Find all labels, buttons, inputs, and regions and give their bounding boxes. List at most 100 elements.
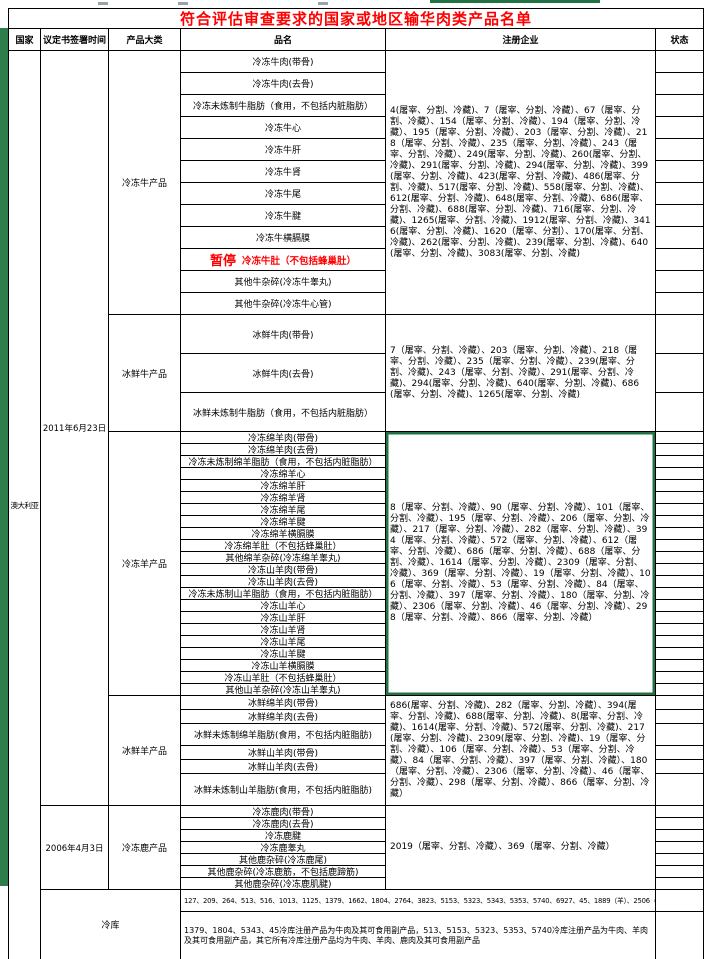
status-cell[interactable] bbox=[656, 818, 703, 830]
product-name-cell[interactable]: 冰鲜山羊肉(去骨) bbox=[181, 760, 386, 774]
product-name-cell[interactable]: 冷冻山羊肾 bbox=[181, 624, 386, 636]
product-name-cell[interactable]: 冷冻牛肾 bbox=[181, 161, 386, 183]
status-cell[interactable] bbox=[656, 576, 703, 588]
product-name-cell[interactable]: 冷冻绵羊尾 bbox=[181, 504, 386, 516]
product-name-cell[interactable]: 冰鲜绵羊肉(带骨) bbox=[181, 696, 386, 710]
status-cell[interactable] bbox=[656, 746, 703, 760]
product-name-cell[interactable]: 冷冻牛肝 bbox=[181, 139, 386, 161]
product-name-cell[interactable]: 冷冻绵羊肝 bbox=[181, 480, 386, 492]
status-cell[interactable] bbox=[656, 854, 703, 866]
storage-category-cell[interactable]: 冷库 bbox=[41, 890, 181, 959]
status-cell[interactable] bbox=[656, 830, 703, 842]
status-cell[interactable] bbox=[656, 161, 703, 183]
status-cell[interactable] bbox=[656, 564, 703, 576]
status-cell[interactable] bbox=[656, 760, 703, 774]
product-name-cell[interactable]: 冰鲜未炼制绵羊脂肪(食用，不包括内脏脂肪) bbox=[181, 724, 386, 746]
category-cell[interactable]: 冰鲜羊产品 bbox=[109, 696, 181, 806]
status-cell[interactable] bbox=[656, 588, 703, 600]
status-cell[interactable] bbox=[656, 774, 703, 806]
product-name-cell[interactable]: 冷冻山羊腱 bbox=[181, 648, 386, 660]
status-cell[interactable] bbox=[656, 866, 703, 878]
product-name-cell[interactable]: 冷冻牛心 bbox=[181, 117, 386, 139]
status-cell[interactable] bbox=[656, 890, 704, 912]
product-name-cell[interactable]: 冰鲜未炼制牛脂肪（食用，不包括内脏脂肪） bbox=[181, 393, 386, 432]
status-cell[interactable] bbox=[656, 660, 703, 672]
product-name-cell-suspended[interactable]: 暂停 冷冻牛肚（不包括蜂巢肚） bbox=[181, 249, 386, 271]
product-name-cell[interactable]: 冷冻绵羊心 bbox=[181, 468, 386, 480]
product-name-cell[interactable]: 其他牛杂碎(冷冻牛睾丸) bbox=[181, 271, 386, 293]
product-name-cell[interactable]: 冷冻山羊肉(带骨) bbox=[181, 564, 386, 576]
status-cell[interactable] bbox=[656, 806, 703, 818]
status-cell[interactable] bbox=[656, 624, 703, 636]
enterprises-cell[interactable]: 7（屠宰、分割、冷藏）、203（屠宰、分割、冷藏）、218（屠宰、分割、冷藏）、… bbox=[386, 315, 656, 432]
product-name-cell[interactable]: 冷冻山羊肚（不包括蜂巢肚） bbox=[181, 672, 386, 684]
status-cell[interactable] bbox=[656, 672, 703, 684]
product-name-cell[interactable]: 冷冻山羊肝 bbox=[181, 612, 386, 624]
enterprises-cell[interactable]: 4(屠宰、分割、冷藏)、7（屠宰、分割、冷藏）、67（屠宰、分割、冷藏）、154… bbox=[386, 51, 656, 315]
product-name-cell[interactable]: 冷冻牛横膈膜 bbox=[181, 227, 386, 249]
status-cell[interactable] bbox=[656, 95, 703, 117]
product-name-cell[interactable]: 冷冻山羊心 bbox=[181, 600, 386, 612]
status-cell[interactable] bbox=[656, 227, 703, 249]
product-name-cell[interactable]: 冷冻绵羊腱 bbox=[181, 516, 386, 528]
status-cell[interactable] bbox=[656, 842, 703, 854]
status-cell[interactable] bbox=[656, 468, 703, 480]
status-cell[interactable] bbox=[656, 271, 703, 293]
status-cell[interactable] bbox=[656, 432, 703, 444]
product-name-cell[interactable]: 冷冻牛肉(去骨) bbox=[181, 73, 386, 95]
status-cell[interactable] bbox=[656, 636, 703, 648]
status-cell[interactable] bbox=[656, 456, 703, 468]
product-name-cell[interactable]: 冰鲜牛肉(去骨) bbox=[181, 354, 386, 393]
storage-text-cell[interactable]: 127、209、264、513、516、1013、1125、1379、1662、… bbox=[181, 890, 656, 912]
category-cell[interactable]: 冷冻鹿产品 bbox=[109, 806, 181, 890]
product-name-cell[interactable]: 冷冻山羊横膈膜 bbox=[181, 660, 386, 672]
product-name-cell[interactable]: 冷冻鹿肉(去骨) bbox=[181, 818, 386, 830]
status-cell[interactable] bbox=[656, 684, 703, 696]
category-cell[interactable]: 冰鲜牛产品 bbox=[109, 315, 181, 432]
product-name-cell[interactable]: 冷冻绵羊肉(去骨) bbox=[181, 444, 386, 456]
status-cell[interactable] bbox=[656, 51, 703, 73]
country-cell[interactable]: 澳大利亚 bbox=[9, 51, 41, 959]
product-name-cell[interactable]: 冷冻鹿睾丸 bbox=[181, 842, 386, 854]
product-name-cell[interactable]: 冷冻牛尾 bbox=[181, 183, 386, 205]
product-name-cell[interactable]: 冰鲜山羊肉(带骨) bbox=[181, 746, 386, 760]
product-name-cell[interactable]: 其他鹿杂碎(冷冻鹿尾) bbox=[181, 854, 386, 866]
product-name-cell[interactable]: 冷冻山羊尾 bbox=[181, 636, 386, 648]
status-cell[interactable] bbox=[656, 912, 704, 959]
protocol-date-cell[interactable]: 2011年6月23日 bbox=[41, 51, 109, 806]
product-name-cell[interactable]: 冰鲜绵羊肉(去骨) bbox=[181, 710, 386, 724]
product-name-cell[interactable]: 冷冻绵羊肾 bbox=[181, 492, 386, 504]
status-cell[interactable] bbox=[656, 724, 703, 746]
status-cell[interactable] bbox=[656, 249, 703, 271]
product-name-cell[interactable]: 其他鹿杂碎(冷冻鹿筋，不包括鹿蹄筋) bbox=[181, 866, 386, 878]
status-cell[interactable] bbox=[656, 205, 703, 227]
product-name-cell[interactable]: 冷冻牛肉(带骨) bbox=[181, 51, 386, 73]
product-name-cell[interactable]: 冷冻绵羊肉(带骨) bbox=[181, 432, 386, 444]
category-cell[interactable]: 冷冻牛产品 bbox=[109, 51, 181, 315]
status-cell[interactable] bbox=[656, 73, 703, 95]
product-name-cell[interactable]: 其他绵羊杂碎(冷冻绵羊睾丸) bbox=[181, 552, 386, 564]
enterprises-cell[interactable]: 8（屠宰、分割、冷藏）、90（屠宰、分割、冷藏）、101（屠宰、分割、冷藏）、1… bbox=[386, 432, 656, 696]
product-name-cell[interactable]: 其他鹿杂碎(冷冻鹿肌腱) bbox=[181, 878, 386, 890]
storage-text-cell[interactable]: 1379、1804、5343、45冷库注册产品为牛肉及其可食用副产品，513、5… bbox=[181, 912, 656, 959]
status-cell[interactable] bbox=[656, 393, 703, 432]
status-cell[interactable] bbox=[656, 696, 703, 710]
status-cell[interactable] bbox=[656, 444, 703, 456]
status-cell[interactable] bbox=[656, 648, 703, 660]
status-cell[interactable] bbox=[656, 492, 703, 504]
product-name-cell[interactable]: 其他山羊杂碎(冷冻山羊睾丸) bbox=[181, 684, 386, 696]
product-name-cell[interactable]: 冰鲜牛肉(带骨) bbox=[181, 315, 386, 354]
product-name-cell[interactable]: 冷冻绵羊肚（不包括蜂巢肚） bbox=[181, 540, 386, 552]
product-name-cell[interactable]: 冰鲜未炼制山羊脂肪(食用，不包括内脏脂肪) bbox=[181, 774, 386, 806]
product-name-cell[interactable]: 冷冻鹿腱 bbox=[181, 830, 386, 842]
product-name-cell[interactable]: 冷冻未炼制山羊脂肪（食用，不包括内脏脂肪） bbox=[181, 588, 386, 600]
product-name-cell[interactable]: 冷冻山羊肉(去骨) bbox=[181, 576, 386, 588]
product-name-cell[interactable]: 冷冻未炼制牛脂肪（食用，不包括内脏脂肪） bbox=[181, 95, 386, 117]
status-cell[interactable] bbox=[656, 293, 703, 315]
protocol-date-cell[interactable]: 2006年4月3日 bbox=[41, 806, 109, 890]
status-cell[interactable] bbox=[656, 710, 703, 724]
status-cell[interactable] bbox=[656, 117, 703, 139]
status-cell[interactable] bbox=[656, 528, 703, 540]
product-name-cell[interactable]: 其他牛杂碎(冷冻牛心管) bbox=[181, 293, 386, 315]
status-cell[interactable] bbox=[656, 354, 703, 393]
